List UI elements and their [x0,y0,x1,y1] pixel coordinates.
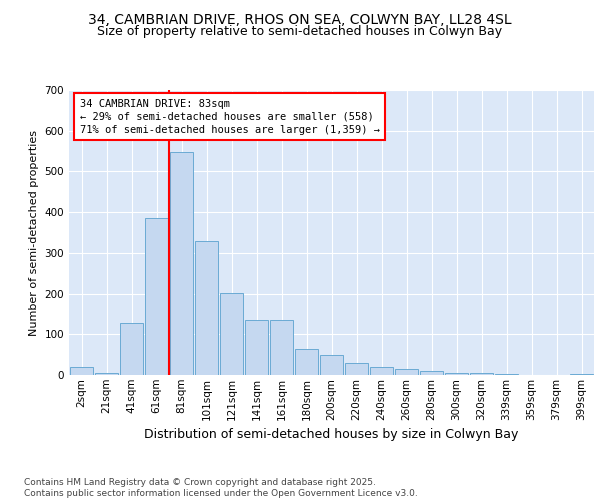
Text: 34 CAMBRIAN DRIVE: 83sqm
← 29% of semi-detached houses are smaller (558)
71% of : 34 CAMBRIAN DRIVE: 83sqm ← 29% of semi-d… [79,98,380,135]
Bar [419,371,443,375]
Bar [494,374,518,375]
Bar [95,373,118,375]
Bar [470,374,493,375]
Bar [245,320,268,375]
Bar [569,374,593,375]
Bar [344,363,368,375]
Bar [445,373,469,375]
Bar [145,218,169,375]
X-axis label: Distribution of semi-detached houses by size in Colwyn Bay: Distribution of semi-detached houses by … [145,428,518,441]
Bar [70,367,94,375]
Bar [295,348,319,375]
Bar [320,356,343,375]
Y-axis label: Number of semi-detached properties: Number of semi-detached properties [29,130,39,336]
Bar [395,369,418,375]
Bar [370,367,394,375]
Bar [119,323,143,375]
Text: 34, CAMBRIAN DRIVE, RHOS ON SEA, COLWYN BAY, LL28 4SL: 34, CAMBRIAN DRIVE, RHOS ON SEA, COLWYN … [88,12,512,26]
Bar [220,293,244,375]
Bar [170,152,193,375]
Text: Size of property relative to semi-detached houses in Colwyn Bay: Size of property relative to semi-detach… [97,25,503,38]
Bar [194,242,218,375]
Bar [269,320,293,375]
Text: Contains HM Land Registry data © Crown copyright and database right 2025.
Contai: Contains HM Land Registry data © Crown c… [24,478,418,498]
